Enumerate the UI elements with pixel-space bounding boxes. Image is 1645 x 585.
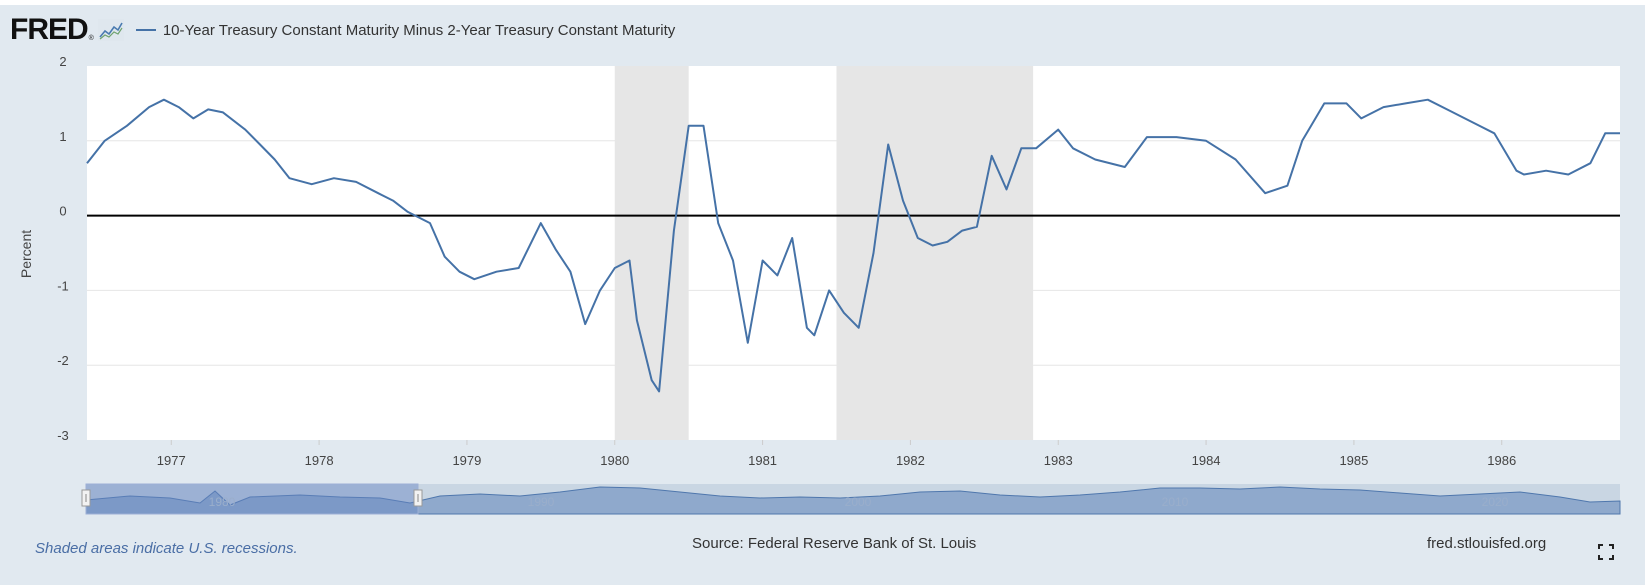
navigator-selection[interactable]: [85, 483, 419, 515]
y-axis-ticks: 2 1 0 -1 -2 -3: [57, 54, 69, 443]
x-tick-label: 1980: [600, 453, 629, 468]
navigator-label: 2020: [1482, 495, 1509, 509]
recession-band-1: [614, 66, 689, 440]
source-text: Source: Federal Reserve Bank of St. Loui…: [692, 535, 977, 552]
x-tick-label: 1984: [1192, 453, 1221, 468]
range-navigator[interactable]: 1980 1990 2000 2010 2020: [81, 483, 1621, 515]
navigator-label: 1980: [209, 495, 236, 509]
x-tick-label: 1982: [896, 453, 925, 468]
x-tick-label: 1986: [1487, 453, 1516, 468]
x-tick-label: 1983: [1044, 453, 1073, 468]
navigator-series-area: [85, 486, 1621, 515]
site-link[interactable]: fred.stlouisfed.org: [1427, 535, 1547, 552]
recession-shading: [614, 66, 1034, 440]
x-tick-label: 1981: [748, 453, 777, 468]
y-tick-label: 0: [59, 204, 66, 219]
legend-item[interactable]: 10-Year Treasury Constant Maturity Minus…: [135, 21, 676, 39]
y-tick-label: -2: [57, 353, 69, 368]
fullscreen-icon[interactable]: [1598, 544, 1614, 560]
navigator-label: 1990: [528, 495, 555, 509]
fred-logo-chart-icon: [97, 19, 124, 41]
top-bar: [0, 0, 1645, 5]
fred-logo[interactable]: FRED: [10, 13, 89, 46]
chart-area: 210-1-2-3 1977 1978 1979 1980 1981 1982 1983 19…: [18, 54, 1621, 515]
registered-mark: ®: [88, 35, 94, 42]
x-tick-label: 1985: [1339, 453, 1368, 468]
navigator-labels: 1980 1990 2000 2010 2020: [209, 495, 1509, 509]
gridlines: [87, 140, 1620, 366]
series-layer: [86, 98, 1620, 393]
y-tick-label: -3: [57, 428, 69, 443]
y-tick-label: 2: [59, 54, 66, 69]
recession-band-2: [836, 66, 1034, 440]
navigator-label: 2000: [845, 495, 872, 509]
x-tick-label: 1978: [305, 453, 334, 468]
x-tick-label: 1977: [157, 453, 186, 468]
series-line-1[interactable]: [86, 98, 1620, 393]
legend-swatch: [135, 29, 156, 31]
x-tick-label: 1979: [452, 453, 481, 468]
chart-header: FRED ® 10-Year Treasury Constant Maturit…: [10, 14, 675, 46]
navigator-label: 2010: [1162, 495, 1189, 509]
recession-note: Shaded areas indicate U.S. recessions.: [35, 540, 298, 557]
legend-label: 10-Year Treasury Constant Maturity Minus…: [162, 21, 676, 39]
y-axis-title: Percent: [18, 230, 34, 278]
x-axis-ticks: 1977 1978 1979 1980 1981 1982 1983 1984 1985 1986: [157, 440, 1516, 468]
y-tick-label: -1: [57, 278, 69, 293]
y-tick-label: 1: [59, 129, 66, 144]
